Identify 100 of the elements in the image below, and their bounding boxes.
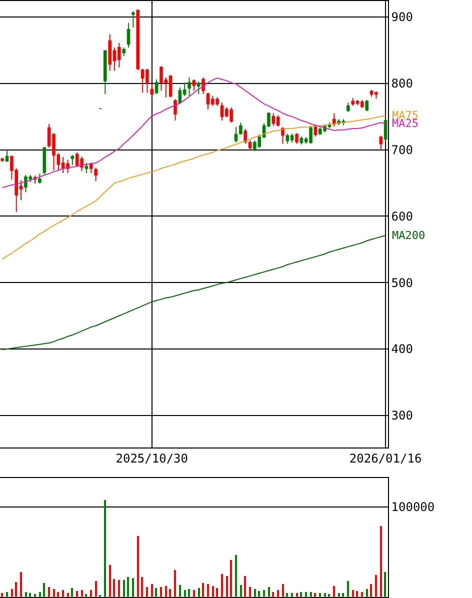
bar: [328, 594, 330, 597]
line-series: [2, 78, 386, 188]
bar: [244, 576, 246, 597]
candlestick: [346, 102, 350, 112]
candlestick: [126, 22, 130, 48]
y-tick-label: 500: [391, 276, 413, 290]
bar: [272, 592, 274, 597]
bar: [212, 586, 214, 597]
bar: [296, 593, 298, 597]
bar: [43, 583, 45, 597]
bar: [305, 592, 307, 597]
candlestick: [276, 114, 280, 128]
bar: [118, 580, 120, 597]
candlestick: [174, 98, 177, 122]
bar: [146, 587, 148, 597]
bar: [1, 593, 3, 597]
bar: [324, 593, 326, 597]
candlestick: [365, 99, 368, 112]
line-series: [2, 115, 386, 260]
bar: [62, 590, 64, 597]
candlestick: [196, 80, 200, 94]
bar: [282, 584, 284, 597]
bar: [113, 579, 115, 597]
bar: [310, 592, 312, 597]
bar: [179, 585, 181, 597]
candlestick: [38, 173, 42, 184]
bar: [85, 594, 87, 597]
bar: [20, 572, 22, 597]
x-tick-label: 2026/01/16: [349, 452, 422, 466]
bar: [109, 565, 111, 597]
candlestick: [154, 78, 158, 94]
y-tick-label: 400: [391, 342, 413, 356]
bar: [342, 593, 344, 597]
bar: [300, 592, 302, 597]
bar: [338, 593, 340, 597]
bar: [254, 589, 256, 597]
y-tick-label: 700: [391, 142, 413, 157]
bar: [123, 580, 125, 597]
bar: [286, 593, 288, 597]
bar: [132, 578, 134, 597]
bar: [169, 589, 171, 597]
bar: [193, 590, 195, 597]
bar: [76, 591, 78, 597]
candlestick: [295, 132, 298, 144]
line-series: [2, 234, 386, 350]
candlestick: [136, 10, 140, 71]
bar: [160, 587, 162, 597]
bar: [235, 555, 237, 597]
candlestick: [84, 162, 88, 174]
bar: [347, 581, 349, 597]
bar: [384, 572, 386, 597]
bar: [95, 581, 97, 597]
bar: [15, 582, 17, 597]
bar: [370, 584, 372, 597]
candlestick: [332, 112, 336, 128]
bar: [6, 592, 8, 597]
candlestick: [290, 133, 294, 143]
bar: [249, 587, 251, 597]
bar: [268, 587, 270, 597]
bar: [240, 585, 242, 597]
y-tick-label: 800: [391, 76, 413, 91]
bar: [71, 588, 73, 597]
bar: [258, 591, 260, 597]
bar: [151, 584, 153, 597]
bar: [29, 593, 31, 597]
bar: [90, 590, 92, 597]
candlestick: [188, 76, 191, 96]
bar: [81, 590, 83, 597]
bar: [356, 591, 358, 597]
bar: [184, 590, 186, 597]
bar: [141, 577, 143, 597]
bar: [165, 586, 167, 597]
bar: [277, 590, 279, 597]
bar: [127, 577, 129, 597]
bar: [174, 570, 176, 597]
candlestick: [314, 124, 318, 137]
candlestick: [70, 154, 74, 166]
candlestick: [286, 133, 290, 144]
candlestick: [42, 146, 46, 175]
bar: [207, 584, 209, 597]
bar: [137, 536, 139, 597]
bar: [53, 589, 55, 597]
bar: [314, 593, 316, 597]
bar: [216, 588, 218, 597]
bar: [104, 500, 106, 597]
candlestick: [104, 50, 107, 94]
bar: [25, 592, 27, 597]
y-tick-label: 300: [391, 408, 413, 423]
bar: [155, 588, 157, 597]
y-tick-label: 900: [391, 10, 413, 24]
bar: [39, 592, 41, 597]
candlestick: [272, 112, 276, 126]
series-label: MA200: [392, 229, 426, 242]
bar: [57, 592, 59, 597]
bar: [263, 590, 265, 597]
bar: [319, 593, 321, 597]
bar: [375, 575, 377, 597]
bar: [221, 574, 223, 597]
candlestick: [122, 46, 126, 57]
candlestick: [379, 135, 383, 151]
